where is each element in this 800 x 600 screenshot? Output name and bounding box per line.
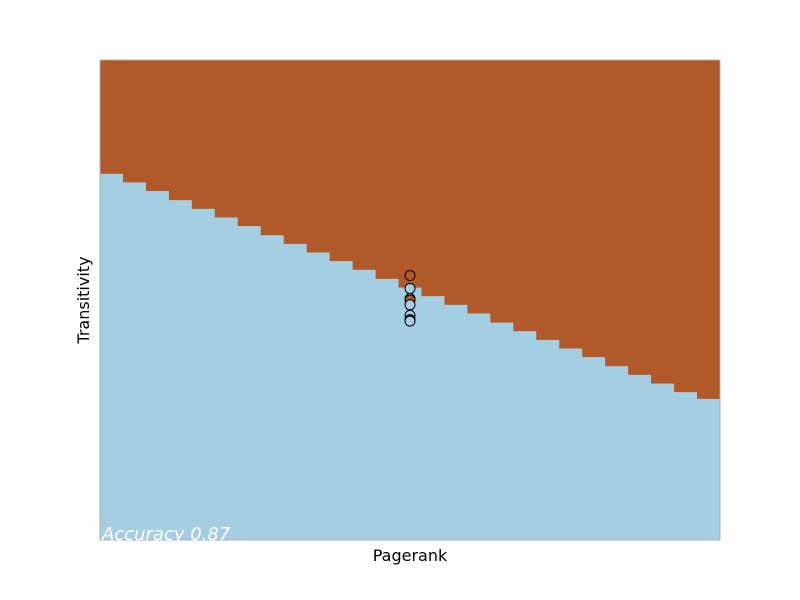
region-class-1-step [559,60,583,349]
data-point [404,299,416,311]
region-class-1-step [214,60,239,218]
region-class-1-step [329,60,354,262]
region-class-1-step [260,60,285,236]
region-class-1-step [536,60,560,340]
accuracy-annotation: Accuracy 0.87 [101,524,231,545]
region-class-1-step [651,60,675,384]
region-class-1-step [490,60,514,323]
region-class-1-step [421,60,445,297]
region-class-1-step [444,60,468,305]
region-class-1-step [628,60,652,375]
region-class-1-step [398,60,422,288]
region-class-1-step [168,60,193,201]
region-class-1-step [582,60,606,358]
region-class-1-step [100,60,124,174]
region-class-1-step [375,60,400,279]
region-class-1-step [191,60,216,209]
data-points [404,270,416,327]
x-axis-label: Pagerank [373,546,448,565]
region-class-1-step [467,60,491,314]
data-point [404,315,416,327]
y-axis-label: Transitivity [74,256,93,344]
data-point [404,282,416,294]
region-class-1-step [352,60,377,270]
region-class-1-step [697,60,721,399]
decision-regions [100,60,721,540]
region-class-1-step [237,60,262,227]
region-class-1-step [306,60,331,253]
region-class-1-step [674,60,698,393]
region-class-1-step [122,60,147,183]
plot-frame [99,59,721,541]
region-class-1-step [283,60,308,244]
region-class-1-step [145,60,170,192]
region-class-1-step [605,60,629,367]
region-class-1-step [513,60,537,332]
data-point [404,270,416,282]
